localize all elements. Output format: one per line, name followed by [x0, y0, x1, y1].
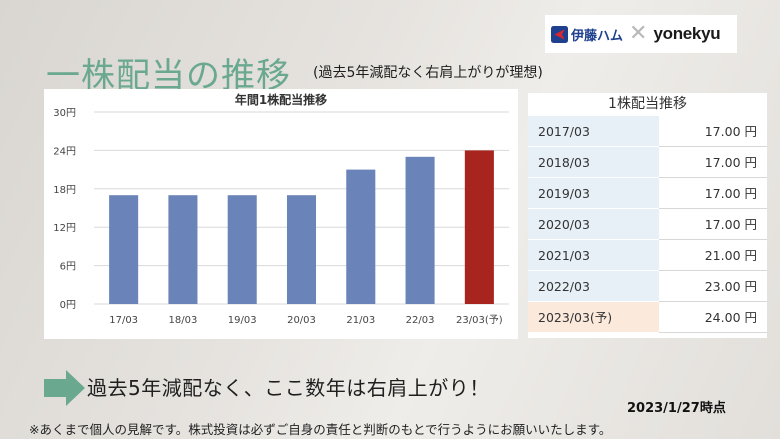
company-logos: 伊藤ハム ✕ yonekyu [545, 15, 737, 53]
chart-x-axis: 17/03 18/03 19/03 20/03 21/03 22/03 23/03(予) [109, 314, 503, 326]
chart-bar [464, 150, 494, 304]
table-value-cell: 24.00 円 [659, 302, 767, 333]
table-value-cell: 21.00 円 [659, 240, 767, 271]
chart-bar [109, 195, 139, 304]
chart-title: 年間1株配当推移 [235, 92, 327, 107]
table-row-forecast: 2023/03(予) 24.00 円 [528, 302, 767, 333]
table-year-cell: 2017/03 [528, 116, 659, 147]
chart-bar [346, 169, 376, 304]
table-row: 2021/03 21.00 円 [528, 240, 767, 271]
itoham-mark-icon [551, 25, 568, 43]
dividend-bar-chart: 年間1株配当推移 0円 6円 12円 18円 24円 30円 17/03 18/03 19/0… [53, 92, 509, 326]
x-tick-label: 20/03 [287, 315, 316, 326]
y-tick-label: 30円 [53, 108, 76, 119]
table-year-cell: 2023/03(予) [528, 302, 659, 333]
chart-bar [286, 195, 317, 304]
table-year-cell: 2018/03 [528, 147, 659, 178]
summary-callout: 過去5年減配なく、ここ数年は右肩上がり！ [87, 376, 490, 400]
disclaimer-text: ※あくまで個人の見解です。株式投資は必ずご自身の責任と判断のもとで行うようにお願… [29, 422, 612, 437]
chart-y-axis: 0円 6円 12円 18円 24円 30円 [53, 108, 76, 311]
table-year-cell: 2019/03 [528, 178, 659, 209]
y-tick-label: 0円 [60, 300, 76, 311]
chart-bar [168, 195, 198, 304]
chart-bar [405, 156, 435, 304]
table-value-cell: 17.00 円 [659, 116, 767, 147]
chart-bars [109, 150, 494, 304]
table-value-cell: 17.00 円 [659, 178, 767, 209]
right-arrow-icon [44, 368, 86, 412]
table-row: 2019/03 17.00 円 [528, 178, 767, 209]
x-tick-label: 17/03 [109, 315, 138, 326]
page-subtitle: (過去5年減配なく右肩上がりが理想) [313, 65, 543, 81]
table-row: 2022/03 23.00 円 [528, 271, 767, 302]
table-year-cell: 2020/03 [528, 209, 659, 240]
y-tick-label: 6円 [60, 262, 76, 273]
dividend-chart-panel: 年間1株配当推移 0円 6円 12円 18円 24円 30円 17/03 18/03 19/0… [44, 89, 518, 339]
y-tick-label: 12円 [53, 223, 76, 234]
y-tick-label: 18円 [53, 185, 76, 196]
x-tick-label: 18/03 [169, 315, 198, 326]
chart-bar [227, 195, 257, 304]
table-value-cell: 23.00 円 [659, 271, 767, 302]
dividend-table: 1株配当推移 2017/03 17.00 円 2018/03 17.00 円 2… [528, 93, 767, 338]
itoham-logo: 伊藤ハム [551, 25, 623, 44]
table-row: 2020/03 17.00 円 [528, 209, 767, 240]
as-of-date: 2023/1/27時点 [627, 401, 726, 416]
table-year-cell: 2022/03 [528, 271, 659, 302]
table-year-cell: 2021/03 [528, 240, 659, 271]
x-tick-label: 23/03(予) [456, 314, 503, 326]
x-tick-label: 21/03 [346, 315, 375, 326]
x-tick-label: 22/03 [406, 315, 435, 326]
logo-cross-icon: ✕ [629, 21, 648, 46]
y-tick-label: 24円 [53, 146, 76, 157]
table-row: 2017/03 17.00 円 [528, 116, 767, 147]
table-row: 2018/03 17.00 円 [528, 147, 767, 178]
table-value-cell: 17.00 円 [659, 209, 767, 240]
yonekyu-logo-text: yonekyu [653, 24, 721, 43]
itoham-logo-text: 伊藤ハム [571, 28, 624, 44]
table-title: 1株配当推移 [608, 96, 687, 112]
x-tick-label: 19/03 [228, 315, 257, 326]
table-value-cell: 17.00 円 [659, 147, 767, 178]
